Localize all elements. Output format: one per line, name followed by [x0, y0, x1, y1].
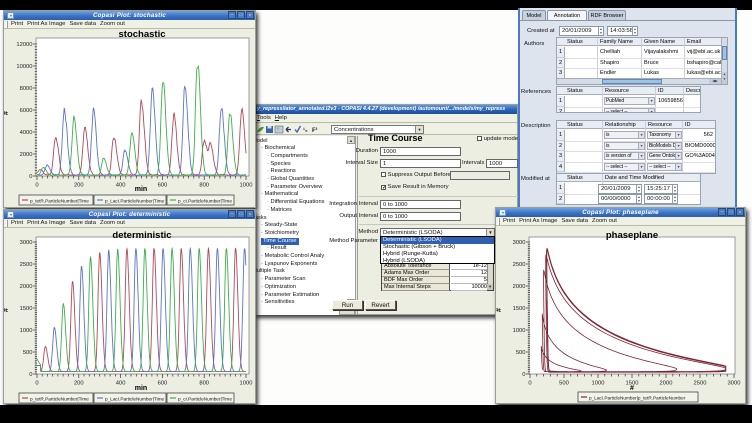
svg-text:deterministic: deterministic: [112, 230, 171, 241]
svg-text:3000: 3000: [20, 240, 33, 246]
svg-text:2500: 2500: [694, 381, 707, 387]
svg-text:stochastic: stochastic: [119, 29, 166, 40]
svg-text:3000: 3000: [728, 381, 741, 387]
svg-text:p_tetR.ParticleNumber|Time: p_tetR.ParticleNumber|Time: [30, 198, 89, 203]
svg-text:p_tetR.ParticleNumber|Time: p_tetR.ParticleNumber|Time: [30, 396, 89, 401]
svg-text:p_cI.ParticleNumber|Time: p_cI.ParticleNumber|Time: [178, 396, 232, 401]
svg-text:0: 0: [35, 381, 38, 387]
svg-text:6000: 6000: [20, 108, 33, 114]
svg-text:p_cI.ParticleNumber|Time: p_cI.ParticleNumber|Time: [178, 198, 232, 203]
svg-text:400: 400: [116, 183, 126, 189]
svg-text:500: 500: [559, 381, 569, 387]
svg-text:2000: 2000: [20, 152, 33, 158]
svg-text:200: 200: [74, 183, 84, 189]
svg-text:#: #: [4, 111, 10, 115]
svg-text:0: 0: [528, 381, 531, 387]
svg-text:8000: 8000: [20, 86, 33, 92]
svg-text:0: 0: [35, 183, 38, 189]
svg-text:1000: 1000: [240, 183, 253, 189]
svg-text:¹₅: ¹₅: [303, 127, 308, 134]
svg-text:600: 600: [158, 183, 168, 189]
svg-text:1500: 1500: [20, 306, 33, 312]
svg-text:2000: 2000: [513, 284, 526, 290]
svg-text:1000: 1000: [592, 381, 605, 387]
svg-text:800: 800: [199, 183, 209, 189]
svg-text:200: 200: [74, 381, 84, 387]
svg-text:500: 500: [23, 350, 33, 356]
svg-text:0: 0: [29, 372, 32, 378]
svg-text:800: 800: [199, 381, 209, 387]
svg-text:400: 400: [116, 381, 126, 387]
svg-text:3000: 3000: [513, 240, 526, 246]
svg-text:#: #: [630, 385, 634, 392]
svg-text:1000: 1000: [513, 328, 526, 334]
svg-text:500: 500: [516, 350, 526, 356]
svg-text:1000: 1000: [240, 381, 253, 387]
svg-text:min: min: [135, 385, 147, 392]
svg-text:600: 600: [158, 381, 168, 387]
svg-text:#: #: [496, 308, 503, 312]
svg-text:#: #: [4, 308, 10, 312]
svg-text:2000: 2000: [20, 284, 33, 290]
svg-text:2000: 2000: [660, 381, 673, 387]
svg-text:0: 0: [522, 372, 525, 378]
svg-text:4000: 4000: [20, 130, 33, 136]
svg-text:2500: 2500: [513, 262, 526, 268]
svg-text:1500: 1500: [626, 381, 639, 387]
svg-text:1000: 1000: [20, 328, 33, 334]
svg-text:phaseplane: phaseplane: [606, 230, 658, 241]
svg-text:₣³: ₣³: [312, 127, 317, 134]
svg-text:min: min: [135, 186, 147, 193]
svg-text:1500: 1500: [513, 306, 526, 312]
svg-text:0: 0: [29, 174, 32, 180]
svg-text:10000: 10000: [16, 64, 32, 70]
svg-text:p_LacI.ParticleNumber|Time: p_LacI.ParticleNumber|Time: [105, 396, 165, 401]
svg-text:2500: 2500: [20, 262, 33, 268]
svg-text:p_LacI.ParticleNumber|Time: p_LacI.ParticleNumber|Time: [105, 198, 165, 203]
svg-text:12000: 12000: [16, 42, 32, 48]
svg-text:p_LacI.ParticleNumber|p_tetR.P: p_LacI.ParticleNumber|p_tetR.ParticleNum…: [589, 395, 686, 400]
